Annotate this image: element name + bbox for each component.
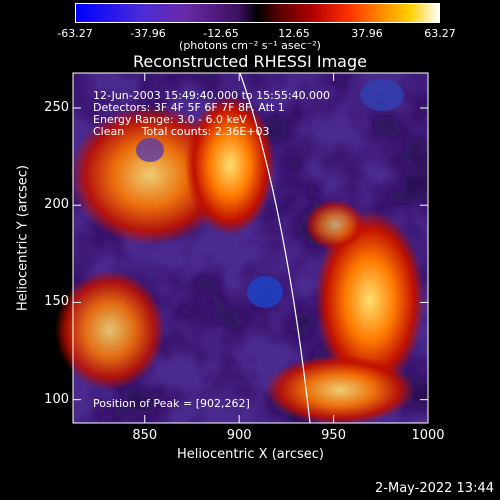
timestamp: 2-May-2022 13:44 bbox=[375, 481, 494, 496]
y-axis-label: Heliocentric Y (arcsec) bbox=[15, 165, 31, 311]
plot-title: Reconstructed RHESSI Image bbox=[133, 52, 367, 71]
y-tick-label: 200 bbox=[44, 197, 69, 213]
axis-ticks bbox=[73, 73, 429, 423]
colorbar-tick-label: -63.27 bbox=[57, 27, 93, 40]
info-line-energy: Energy Range: 3.0 - 6.0 keV bbox=[93, 113, 247, 126]
image-map bbox=[55, 73, 428, 425]
x-tick-label: 850 bbox=[132, 428, 158, 443]
solar-limb-line bbox=[239, 72, 311, 424]
y-tick-label: 150 bbox=[44, 294, 69, 310]
peak-position-label: Position of Peak = [902,262] bbox=[93, 397, 250, 410]
colorbar-tick-label: 12.65 bbox=[278, 27, 310, 40]
plot-frame bbox=[72, 72, 429, 424]
colorbar-tick-label: -37.96 bbox=[130, 27, 166, 40]
x-tick-label: 1000 bbox=[411, 428, 445, 443]
info-line-time: 12-Jun-2003 15:49:40.000 to 15:55:40.000 bbox=[93, 89, 331, 102]
colorbar bbox=[75, 3, 440, 23]
y-tick-label: 100 bbox=[44, 391, 69, 407]
colorbar-tick-label: -12.65 bbox=[203, 27, 239, 40]
info-line-detectors: Detectors: 3F 4F 5F 6F 7F 8F, Att 1 bbox=[93, 101, 285, 114]
colorbar-units: (photons cm⁻² s⁻¹ asec⁻²) bbox=[179, 39, 321, 52]
x-tick-label: 950 bbox=[321, 428, 346, 443]
y-tick-label: 250 bbox=[44, 100, 69, 115]
colorbar-tick-label: 37.96 bbox=[351, 27, 383, 40]
x-tick-label: 900 bbox=[226, 428, 252, 443]
x-axis-label: Heliocentric X (arcsec) bbox=[177, 447, 324, 462]
colorbar-tick-label: 63.27 bbox=[424, 27, 456, 40]
info-line-counts: Clean Total counts: 2.36E+03 bbox=[93, 125, 270, 138]
